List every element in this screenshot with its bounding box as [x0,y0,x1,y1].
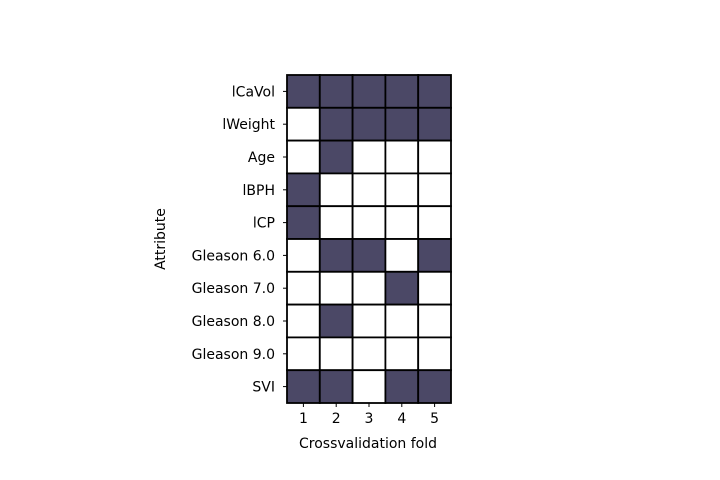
x-tick-label: 3 [365,411,374,427]
x-tick-label: 5 [430,411,439,427]
heatmap-cell-7-4 [384,270,420,306]
x-tick-label: 2 [332,411,341,427]
plot-area [286,74,452,404]
heatmap-cell-1-3 [351,74,387,109]
heatmap-cell-8-5 [417,303,452,339]
heatmap-cell-6-4 [384,238,420,273]
heatmap-cell-7-5 [417,270,452,306]
heatmap-cell-6-5 [417,238,452,273]
heatmap-cell-8-2 [318,303,354,339]
heatmap-cell-6-1 [286,238,321,273]
heatmap-cell-5-2 [318,205,354,240]
heatmap-cell-4-3 [351,172,387,208]
y-axis-label: Attribute [153,208,169,270]
heatmap-cell-8-4 [384,303,420,339]
heatmap-cell-10-5 [417,369,452,404]
heatmap-cell-4-5 [417,172,452,208]
heatmap-cell-3-4 [384,139,420,175]
y-tick-label: Gleason 7.0 [192,281,275,297]
x-tick-label: 1 [299,411,308,427]
x-tick-labels: 1 2 3 4 5 [299,403,439,427]
heatmap-cell-1-4 [384,74,420,109]
heatmap-cell-10-1 [286,369,321,404]
y-tick-label: lCP [253,216,275,232]
heatmap-cell-1-2 [318,74,354,109]
heatmap-cell-5-3 [351,205,387,240]
heatmap-cell-7-2 [318,270,354,306]
heatmap-cell-2-4 [384,106,420,142]
y-tick-label: Gleason 6.0 [192,248,275,264]
heatmap-cell-5-5 [417,205,452,240]
y-tick-label: lWeight [222,117,275,133]
heatmap-cell-2-5 [417,106,452,142]
heatmap-cell-4-2 [318,172,354,208]
heatmap-cell-3-1 [286,139,321,175]
y-tick-label: Age [248,150,275,166]
heatmap-cell-10-4 [384,369,420,404]
heatmap-cell-9-1 [286,336,321,372]
heatmap-cell-4-1 [286,172,321,208]
heatmap-cell-5-1 [286,205,321,240]
y-tick-labels: lCaVol lWeight Age lBPH lCP Gleason 6.0 Gleaso… [192,84,287,396]
heatmap-cell-9-4 [384,336,420,372]
y-tick-label: SVI [252,380,275,396]
heatmap-cell-2-1 [286,106,321,142]
heatmap-cell-1-1 [286,74,321,109]
heatmap-cell-3-5 [417,139,452,175]
heatmap-cell-3-2 [318,139,354,175]
heatmap-cell-1-5 [417,74,452,109]
heatmap-cell-6-3 [351,238,387,273]
heatmap-cell-6-2 [318,238,354,273]
y-tick-label: Gleason 8.0 [192,314,275,330]
heatmap-cell-3-3 [351,139,387,175]
heatmap-cell-2-2 [318,106,354,142]
x-tick-label: 4 [397,411,406,427]
heatmap-cell-9-2 [318,336,354,372]
heatmap-cell-7-3 [351,270,387,306]
heatmap-cell-8-1 [286,303,321,339]
x-axis-label: Crossvalidation fold [299,436,437,452]
heatmap-cell-9-3 [351,336,387,372]
heatmap-cell-8-3 [351,303,387,339]
heatmap-cell-5-4 [384,205,420,240]
heatmap-cell-2-3 [351,106,387,142]
heatmap-cell-7-1 [286,270,321,306]
y-tick-label: lCaVol [232,84,275,100]
heatmap-cell-10-2 [318,369,354,404]
heatmap-cell-9-5 [417,336,452,372]
y-tick-label: Gleason 9.0 [192,347,275,363]
heatmap-cell-10-3 [351,369,387,404]
y-tick-label: lBPH [243,183,275,199]
heatmap-cell-4-4 [384,172,420,208]
